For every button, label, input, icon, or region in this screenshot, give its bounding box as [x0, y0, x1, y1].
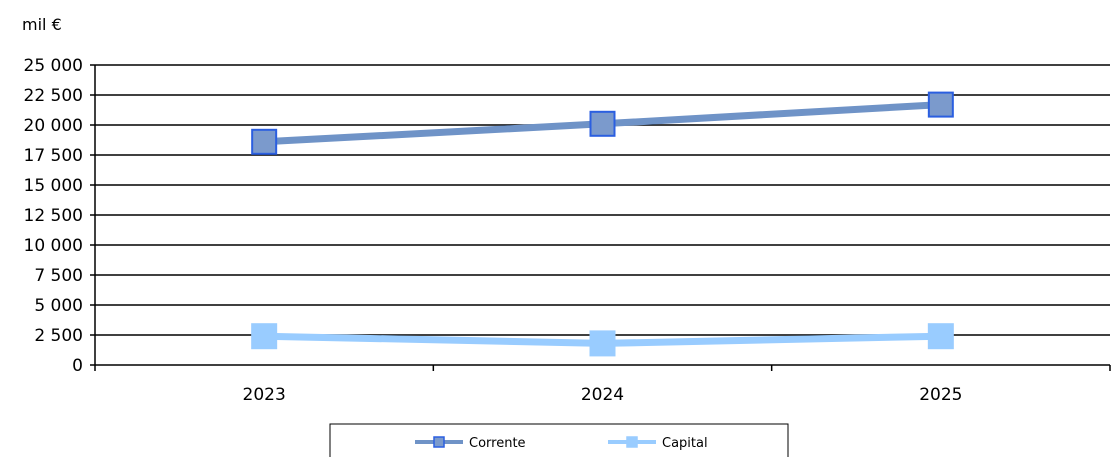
- legend-label-capital: Capital: [662, 436, 708, 451]
- y-tick-label-10: 25 000: [24, 56, 83, 76]
- data-point-capital-2025: [927, 323, 954, 350]
- y-tick-label-8: 20 000: [24, 116, 83, 136]
- y-tick-label-5: 12 500: [24, 206, 83, 226]
- legend-marker-corrente: [433, 436, 445, 448]
- y-tick-label-4: 10 000: [24, 236, 83, 256]
- y-axis-unit-label: mil €: [22, 15, 62, 34]
- y-tick-label-3: 7 500: [34, 266, 83, 286]
- data-point-capital-2023: [251, 323, 278, 350]
- data-point-capital-2024: [589, 330, 616, 357]
- x-tick-label-2023: 2023: [243, 385, 286, 405]
- legend-marker-capital: [626, 436, 638, 448]
- y-tick-label-0: 0: [72, 356, 83, 376]
- legend-label-corrente: Corrente: [469, 436, 526, 451]
- y-tick-label-6: 15 000: [24, 176, 83, 196]
- legend: Corrente Capital: [329, 423, 789, 457]
- x-tick-label-2025: 2025: [919, 385, 962, 405]
- data-point-corrente-2024: [589, 110, 616, 137]
- legend-box: [329, 423, 789, 457]
- data-point-corrente-2025: [927, 91, 954, 118]
- data-point-corrente-2023: [251, 128, 278, 155]
- x-axis-ticks: 2023 2024 2025: [94, 365, 1111, 405]
- y-tick-label-9: 22 500: [24, 86, 83, 106]
- gridlines: [95, 64, 1110, 336]
- y-tick-label-2: 5 000: [34, 296, 83, 316]
- y-tick-label-1: 2 500: [34, 326, 83, 346]
- y-tick-label-7: 17 500: [24, 146, 83, 166]
- x-tick-label-2024: 2024: [581, 385, 624, 405]
- y-axis-ticks: 0 2 500 5 000 7 500 10 000 12 500 15 000 17 500…: [24, 56, 95, 376]
- series-layer: [251, 91, 954, 357]
